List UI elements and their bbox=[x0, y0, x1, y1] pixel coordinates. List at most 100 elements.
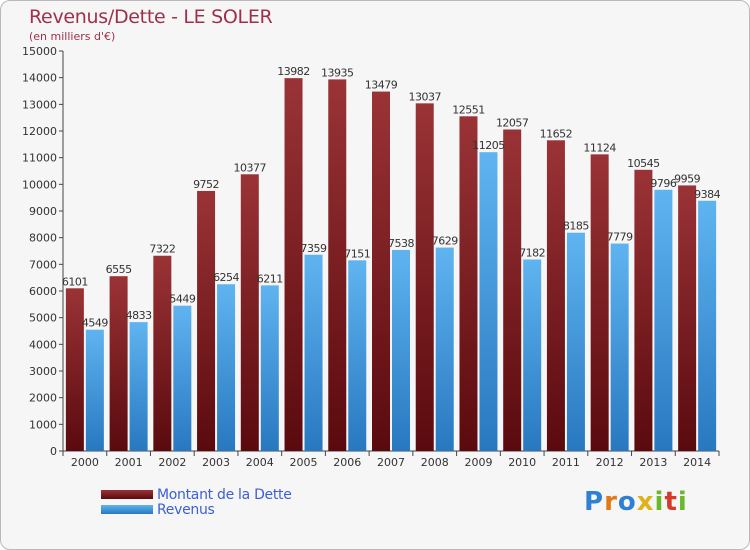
y-tick-label: 3000 bbox=[29, 365, 57, 378]
y-tick-label: 10000 bbox=[22, 178, 57, 191]
x-tick-label: 2011 bbox=[552, 456, 580, 469]
data-label-revenus: 7629 bbox=[432, 235, 458, 248]
bar-dette bbox=[415, 103, 434, 451]
bar-dette bbox=[65, 288, 84, 451]
data-label-dette: 10545 bbox=[627, 157, 660, 170]
data-label-dette: 13982 bbox=[277, 65, 310, 78]
bar-dette bbox=[459, 116, 478, 451]
data-label-revenus: 6211 bbox=[257, 272, 283, 285]
bar-revenus bbox=[523, 259, 542, 451]
x-tick-label: 2003 bbox=[202, 456, 230, 469]
data-label-dette: 9959 bbox=[674, 172, 700, 185]
data-label-revenus: 7538 bbox=[388, 237, 414, 250]
x-tick-label: 2006 bbox=[333, 456, 361, 469]
x-tick-label: 2007 bbox=[377, 456, 405, 469]
bar-revenus bbox=[85, 329, 104, 451]
bar-dette bbox=[590, 154, 609, 452]
bar-dette bbox=[153, 255, 172, 451]
x-tick-label: 2005 bbox=[290, 456, 318, 469]
bar-revenus bbox=[304, 254, 323, 451]
chart-axes: 0 1000 2000 3000 4000 5000 6000 7000 8000 9000 100… bbox=[22, 45, 720, 469]
bar-revenus bbox=[479, 152, 498, 451]
y-tick-label: 5000 bbox=[29, 312, 57, 325]
legend-item-dette: Montant de la Dette bbox=[101, 486, 292, 503]
bar-revenus bbox=[260, 285, 279, 451]
y-tick-label: 14000 bbox=[22, 72, 57, 85]
x-tick-label: 2014 bbox=[683, 456, 711, 469]
data-label-dette: 13037 bbox=[408, 90, 441, 103]
x-tick-label: 2001 bbox=[115, 456, 143, 469]
bar-dette bbox=[372, 91, 390, 451]
bar-dette bbox=[197, 190, 216, 452]
data-label-revenus: 11205 bbox=[472, 139, 505, 152]
bar-revenus bbox=[698, 200, 717, 451]
logo-letter: r bbox=[604, 487, 618, 517]
x-tick-label: 2013 bbox=[639, 456, 667, 469]
legend-label-revenus: Revenus bbox=[157, 501, 215, 518]
x-tick-label: 2009 bbox=[464, 456, 492, 469]
data-label-revenus: 5449 bbox=[169, 293, 195, 306]
logo-letter: P bbox=[584, 487, 605, 517]
bar-revenus bbox=[654, 189, 673, 452]
chart-subtitle: (en milliers d'€) bbox=[29, 30, 116, 43]
bar-revenus bbox=[392, 249, 410, 451]
data-label-revenus: 7151 bbox=[344, 247, 370, 260]
data-label-dette: 9752 bbox=[193, 178, 219, 191]
logo-letter: i bbox=[677, 487, 688, 517]
y-tick-label: 6000 bbox=[29, 285, 57, 298]
data-label-dette: 12057 bbox=[496, 116, 529, 129]
chart-title: Revenus/Dette - LE SOLER bbox=[29, 6, 273, 28]
bar-revenus bbox=[610, 243, 629, 451]
logo-letter: x bbox=[636, 487, 655, 517]
data-label-revenus: 9384 bbox=[694, 188, 720, 201]
data-label-revenus: 7359 bbox=[301, 242, 327, 255]
y-tick-label: 9000 bbox=[29, 205, 57, 218]
x-tick-label: 2004 bbox=[246, 456, 274, 469]
y-tick-label: 4000 bbox=[29, 338, 57, 351]
x-tick-label: 2008 bbox=[421, 456, 449, 469]
bar-dette bbox=[678, 185, 697, 451]
data-label-revenus: 7182 bbox=[519, 246, 545, 259]
bar-revenus bbox=[129, 322, 148, 451]
y-tick-label: 2000 bbox=[29, 392, 57, 405]
bar-revenus bbox=[173, 305, 192, 451]
data-label-dette: 11124 bbox=[583, 141, 616, 154]
data-label-dette: 6555 bbox=[106, 263, 132, 276]
data-label-revenus: 7779 bbox=[607, 231, 633, 244]
y-tick-label: 12000 bbox=[22, 125, 57, 138]
data-label-dette: 13935 bbox=[321, 66, 354, 79]
legend-item-revenus: Revenus bbox=[101, 501, 292, 518]
bar-dette bbox=[240, 174, 259, 451]
data-label-dette: 7322 bbox=[149, 243, 175, 256]
y-tick-label: 13000 bbox=[22, 98, 57, 111]
y-tick-label: 15000 bbox=[22, 45, 57, 58]
legend-swatch-revenus bbox=[101, 505, 153, 514]
x-tick-label: 2002 bbox=[158, 456, 186, 469]
bar-revenus bbox=[435, 247, 454, 451]
x-tick-label: 2012 bbox=[596, 456, 624, 469]
data-label-dette: 11652 bbox=[540, 127, 573, 140]
logo-letter: i bbox=[654, 487, 665, 517]
legend-label-dette: Montant de la Dette bbox=[157, 486, 292, 503]
logo-letter: o bbox=[617, 487, 637, 517]
y-tick-label: 7000 bbox=[29, 258, 57, 271]
proxiti-logo: Proxiti bbox=[584, 487, 688, 517]
data-label-revenus: 6254 bbox=[213, 271, 239, 284]
logo-letter: t bbox=[664, 487, 678, 517]
chart-bars bbox=[65, 78, 717, 452]
data-label-dette: 6101 bbox=[62, 275, 88, 288]
data-label-dette: 13479 bbox=[365, 79, 398, 92]
x-tick-label: 2010 bbox=[508, 456, 536, 469]
chart-data-labels: 6101 4549 6555 4833 7322 5449 9752 6254 10377 621… bbox=[62, 65, 721, 330]
bar-revenus bbox=[566, 232, 585, 451]
bar-dette bbox=[503, 129, 522, 452]
data-label-revenus: 4833 bbox=[126, 309, 152, 322]
bar-dette bbox=[546, 140, 565, 451]
y-tick-label: 11000 bbox=[22, 152, 57, 165]
y-tick-label: 0 bbox=[50, 445, 57, 458]
legend-swatch-dette bbox=[101, 490, 153, 499]
bar-dette bbox=[109, 276, 128, 451]
data-label-dette: 10377 bbox=[234, 161, 267, 174]
